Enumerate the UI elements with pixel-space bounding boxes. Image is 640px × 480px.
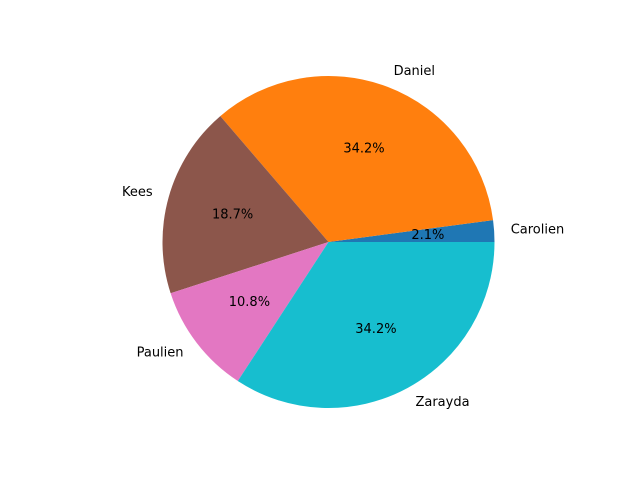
pie-slice-carolien xyxy=(328,220,495,242)
pie-slice-zarayda xyxy=(237,242,495,408)
category-label-daniel: Daniel xyxy=(394,64,435,79)
percent-label-kees: 18.7% xyxy=(212,208,253,223)
category-labels: Carolien Daniel Kees Paulien Zarayda xyxy=(122,64,564,410)
percent-label-zarayda: 34.2% xyxy=(355,322,396,337)
pie-slices xyxy=(162,75,495,408)
category-label-zarayda: Zarayda xyxy=(415,395,469,410)
percent-labels: 2.1% 34.2% 18.7% 10.8% 34.2% xyxy=(212,141,444,337)
pie-slice-paulien xyxy=(170,242,329,382)
percent-label-paulien: 10.8% xyxy=(229,295,270,310)
pie-slice-daniel xyxy=(220,75,494,242)
pie-slice-kees xyxy=(162,116,329,294)
percent-label-carolien: 2.1% xyxy=(411,228,444,243)
category-label-paulien: Paulien xyxy=(137,346,184,361)
category-label-carolien: Carolien xyxy=(511,222,565,237)
category-label-kees: Kees xyxy=(122,185,153,200)
percent-label-daniel: 34.2% xyxy=(343,141,384,156)
